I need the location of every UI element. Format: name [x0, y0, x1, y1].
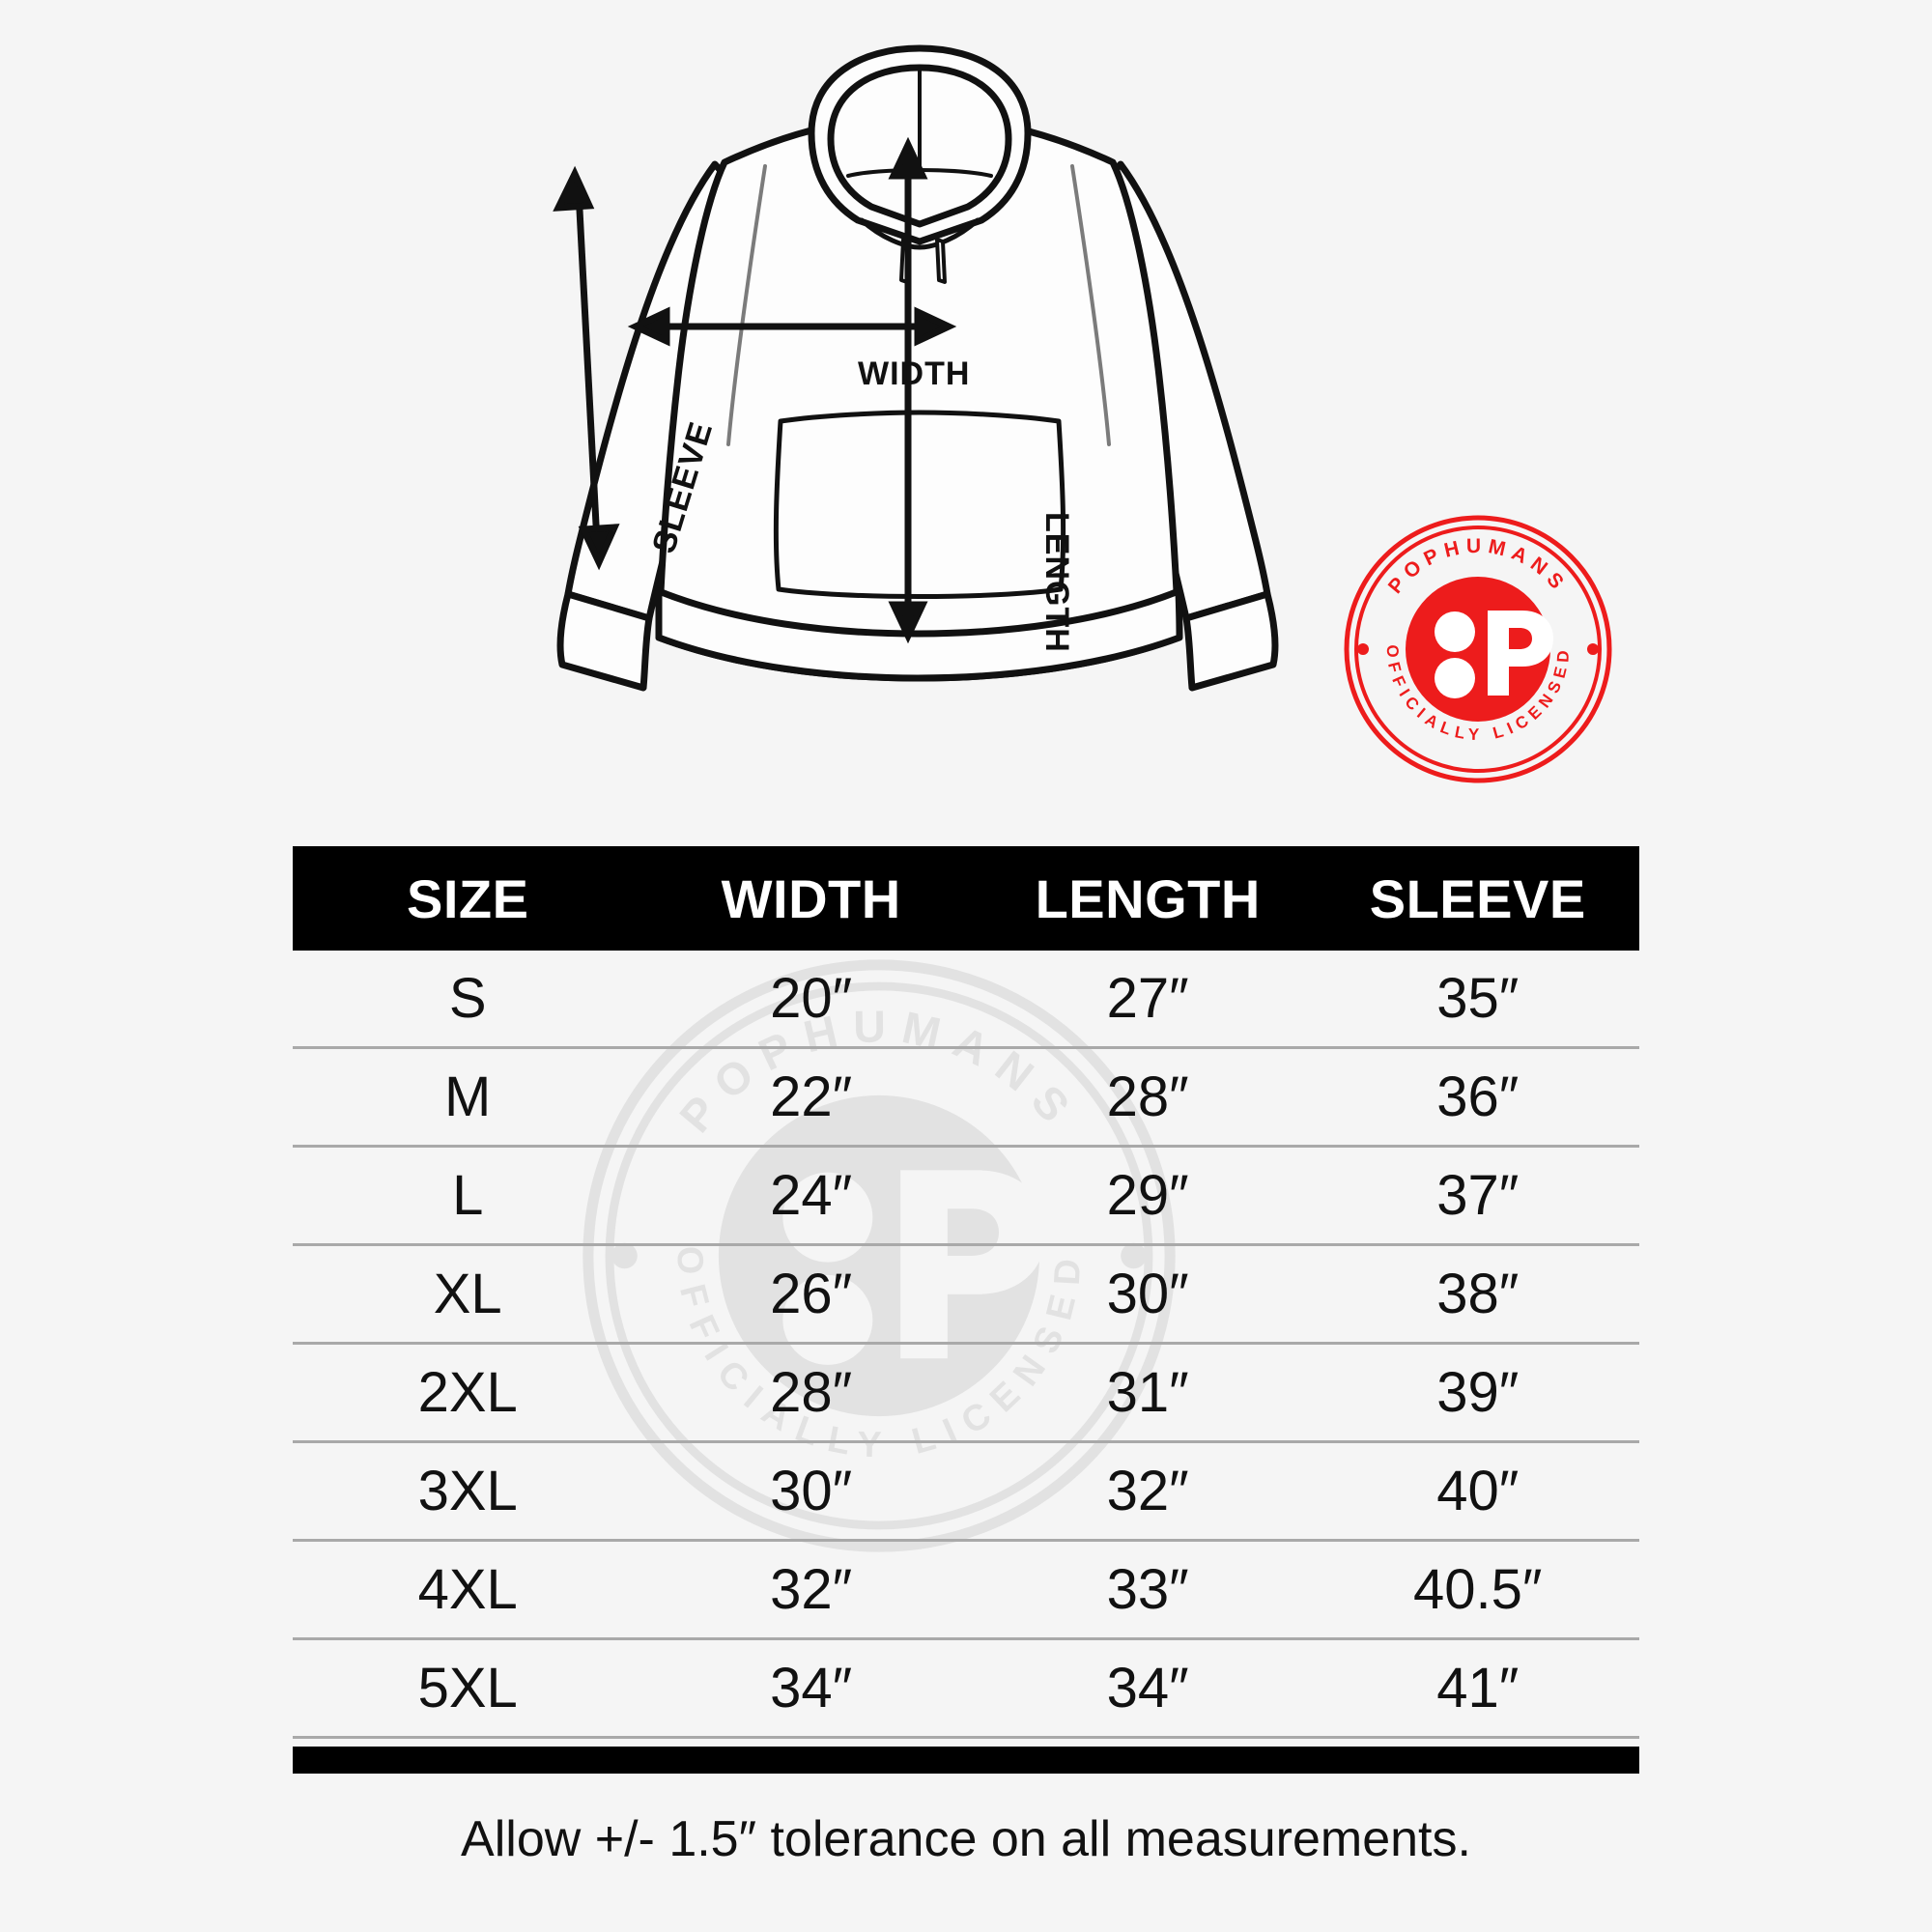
- cell-width: 20″: [770, 967, 853, 1030]
- cell-width: 34″: [770, 1657, 853, 1719]
- cell-size: 2XL: [417, 1361, 518, 1424]
- pophumans-logo-badge: POPHUMANS OFFICIALLY LICENSED: [1343, 514, 1613, 784]
- table-row: 3XL 30″ 32″ 40″: [293, 1443, 1639, 1542]
- cell-sleeve: 40″: [1436, 1460, 1520, 1522]
- cell-length: 30″: [1106, 1263, 1189, 1325]
- column-header-length: LENGTH: [1035, 867, 1261, 929]
- cell-width: 26″: [770, 1263, 853, 1325]
- cell-width: 24″: [770, 1164, 853, 1227]
- cell-width: 30″: [770, 1460, 853, 1522]
- diagram-label-width: WIDTH: [858, 355, 971, 392]
- hoodie-illustration: [522, 39, 1314, 821]
- table-row: 5XL 34″ 34″ 41″: [293, 1640, 1639, 1739]
- cell-sleeve: 36″: [1436, 1065, 1520, 1128]
- cell-sleeve: 38″: [1436, 1263, 1520, 1325]
- cell-size: M: [444, 1065, 492, 1128]
- table-header-row: SIZE WIDTH LENGTH SLEEVE: [293, 846, 1639, 951]
- column-header-sleeve: SLEEVE: [1369, 867, 1586, 929]
- cell-width: 28″: [770, 1361, 853, 1424]
- cell-length: 33″: [1106, 1558, 1189, 1621]
- column-header-width: WIDTH: [721, 867, 901, 929]
- cell-length: 32″: [1106, 1460, 1189, 1522]
- cell-length: 28″: [1106, 1065, 1189, 1128]
- cell-size: L: [452, 1164, 484, 1227]
- table-row: L 24″ 29″ 37″: [293, 1148, 1639, 1246]
- cell-length: 29″: [1106, 1164, 1189, 1227]
- column-header-size: SIZE: [406, 867, 529, 929]
- cell-size: 5XL: [417, 1657, 518, 1719]
- cell-length: 31″: [1106, 1361, 1189, 1424]
- table-footer-bar: [293, 1747, 1639, 1774]
- cell-sleeve: 39″: [1436, 1361, 1520, 1424]
- cell-length: 34″: [1106, 1657, 1189, 1719]
- table-row: XL 26″ 30″ 38″: [293, 1246, 1639, 1345]
- table-row: S 20″ 27″ 35″: [293, 951, 1639, 1049]
- cell-length: 27″: [1106, 967, 1189, 1030]
- cell-sleeve: 41″: [1436, 1657, 1520, 1719]
- cell-sleeve: 37″: [1436, 1164, 1520, 1227]
- table-row: 2XL 28″ 31″ 39″: [293, 1345, 1639, 1443]
- cell-size: S: [448, 967, 487, 1030]
- tolerance-note: Allow +/- 1.5″ tolerance on all measurem…: [461, 1811, 1471, 1867]
- cell-size: 4XL: [417, 1558, 518, 1621]
- cell-size: 3XL: [417, 1460, 518, 1522]
- cell-sleeve: 40.5″: [1413, 1558, 1543, 1621]
- table-row: M 22″ 28″ 36″: [293, 1049, 1639, 1148]
- diagram-label-length: LENGTH: [1038, 512, 1075, 653]
- size-chart-table: SIZE WIDTH LENGTH SLEEVE S 20″ 27″ 35″ M…: [293, 846, 1639, 1868]
- cell-sleeve: 35″: [1436, 967, 1520, 1030]
- cell-width: 22″: [770, 1065, 853, 1128]
- cell-width: 32″: [770, 1558, 853, 1621]
- table-row: 4XL 32″ 33″ 40.5″: [293, 1542, 1639, 1640]
- cell-size: XL: [433, 1263, 502, 1325]
